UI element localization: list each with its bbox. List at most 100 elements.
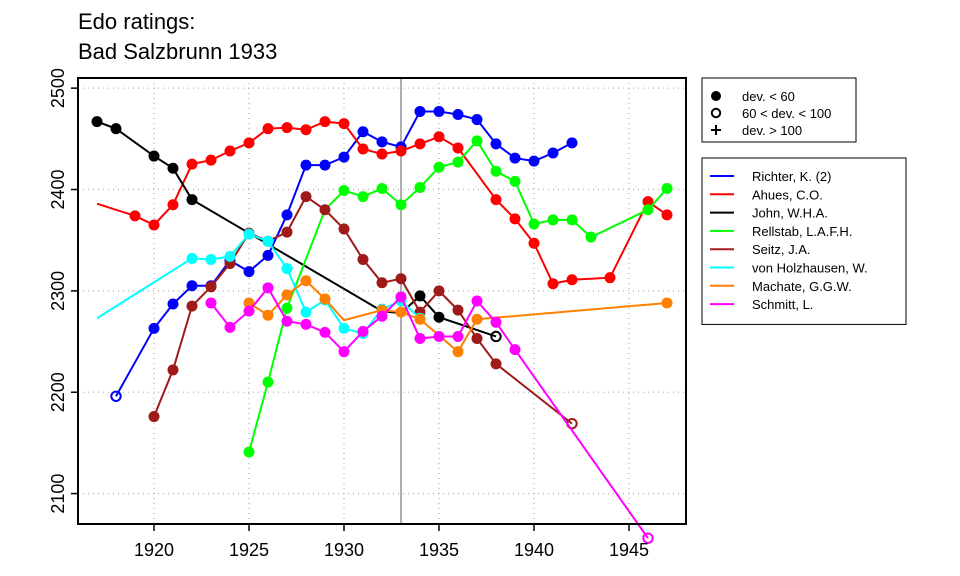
series-von Holzhausen, W. — [96, 228, 426, 339]
data-point — [224, 321, 236, 333]
series-legend-label: Seitz, J.A. — [752, 242, 811, 257]
data-point — [300, 124, 312, 136]
data-point — [300, 306, 312, 318]
series-legend-label: John, W.H.A. — [752, 206, 828, 221]
data-point — [357, 253, 369, 265]
x-tick-label: 1945 — [609, 540, 649, 560]
data-point — [281, 315, 293, 327]
data-point — [357, 126, 369, 138]
series-Ahues, C.O. — [96, 116, 673, 290]
y-tick-label: 2300 — [48, 271, 68, 311]
data-point — [471, 295, 483, 307]
data-point — [642, 532, 654, 544]
data-point — [490, 330, 502, 343]
data-point — [471, 135, 483, 147]
data-point — [509, 152, 521, 164]
data-point — [338, 185, 350, 197]
data-point — [452, 142, 464, 154]
data-point — [338, 151, 350, 163]
data-point — [566, 137, 578, 149]
data-point — [433, 285, 445, 297]
chart-subtitle: Bad Salzbrunn 1933 — [78, 39, 277, 64]
data-point — [262, 123, 274, 135]
data-point — [642, 196, 654, 208]
x-tick-label: 1920 — [134, 540, 174, 560]
data-point — [243, 305, 255, 317]
data-point — [414, 333, 426, 345]
data-point — [110, 390, 122, 402]
data-point — [642, 204, 654, 216]
data-point — [547, 214, 559, 226]
data-point — [205, 297, 217, 309]
data-point — [376, 277, 388, 289]
data-point — [357, 325, 369, 337]
data-point — [224, 250, 236, 262]
data-point — [376, 136, 388, 148]
data-point — [585, 231, 597, 243]
data-point — [376, 148, 388, 160]
data-point — [376, 310, 388, 322]
series-Schmitt, L. — [205, 282, 654, 544]
series-legend-label: Schmitt, L. — [752, 297, 813, 312]
data-point — [661, 182, 673, 194]
data-point — [319, 204, 331, 216]
data-point — [167, 199, 179, 211]
data-point — [661, 209, 673, 221]
data-point — [186, 252, 198, 264]
data-point — [471, 333, 483, 345]
data-point — [300, 159, 312, 171]
data-point — [471, 114, 483, 126]
data-point — [243, 297, 255, 309]
data-point — [395, 145, 407, 157]
y-tick-label: 2100 — [48, 474, 68, 514]
data-point — [262, 376, 274, 388]
data-point — [243, 446, 255, 458]
y-axis: 2100 2200 2300 2400 2500 — [48, 68, 78, 514]
data-point — [528, 155, 540, 167]
data-point — [414, 138, 426, 150]
data-point — [148, 219, 160, 231]
series-Seitz, J.A. — [148, 191, 578, 430]
series-line — [96, 120, 497, 338]
x-axis: 1920 1925 1930 1935 1940 1945 — [134, 524, 649, 560]
data-point — [262, 249, 274, 261]
marker-legend-symbol — [710, 107, 722, 119]
data-point — [281, 289, 293, 301]
data-point — [433, 105, 445, 117]
marker-legend-label: dev. < 60 — [742, 89, 795, 104]
data-point — [300, 275, 312, 287]
data-point — [262, 235, 274, 247]
series-group — [91, 105, 673, 544]
series-line — [210, 286, 649, 539]
data-point — [186, 300, 198, 312]
data-point — [300, 318, 312, 330]
data-point — [224, 145, 236, 157]
data-point — [452, 346, 464, 358]
data-point — [243, 266, 255, 278]
data-point — [205, 281, 217, 293]
y-tick-label: 2500 — [48, 68, 68, 108]
data-point — [395, 291, 407, 303]
data-point — [490, 194, 502, 206]
data-point — [509, 175, 521, 187]
data-point — [110, 123, 122, 135]
data-point — [167, 162, 179, 174]
data-point — [338, 118, 350, 130]
marker-legend-label: 60 < dev. < 100 — [742, 106, 831, 121]
series-line — [248, 139, 668, 453]
data-point — [395, 306, 407, 318]
data-point — [167, 298, 179, 310]
series-legend-label: Richter, K. (2) — [752, 169, 831, 184]
data-point — [566, 274, 578, 286]
data-point — [281, 263, 293, 275]
data-point — [338, 346, 350, 358]
series-Machate, G.G.W. — [243, 275, 673, 358]
data-point — [167, 364, 179, 376]
data-point — [433, 330, 445, 342]
x-tick-label: 1930 — [324, 540, 364, 560]
data-point — [148, 150, 160, 162]
data-point — [452, 330, 464, 342]
plot-frame — [77, 77, 687, 525]
data-point — [319, 326, 331, 338]
data-point — [262, 282, 274, 294]
